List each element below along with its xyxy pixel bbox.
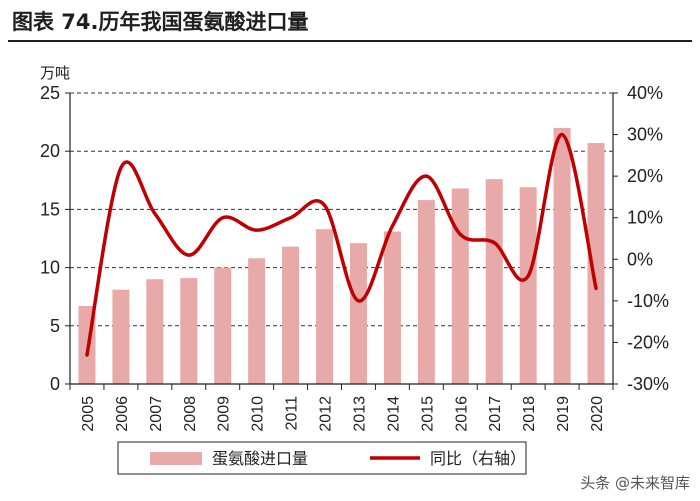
legend-line-label: 同比（右轴） (430, 449, 526, 468)
x-axis-ticks: 2005 2006 2007 2008 2009 2010 2011 2012 2013 2014… (80, 396, 606, 432)
x-tick-label: 2008 (182, 396, 199, 432)
bar (383, 231, 401, 384)
left-tick-label: 5 (50, 316, 60, 336)
x-tick-label: 2011 (284, 396, 301, 431)
x-tick-label: 2013 (351, 396, 368, 432)
left-tick-label: 10 (40, 258, 60, 278)
left-tick-label: 25 (40, 83, 60, 103)
x-tick-label: 2005 (80, 396, 97, 432)
x-tick-label: 2012 (318, 396, 335, 432)
bar (316, 229, 334, 384)
x-tick-label: 2014 (385, 396, 402, 432)
right-tick-label: 20% (627, 166, 663, 186)
legend-bar-label: 蛋氨酸进口量 (212, 449, 308, 468)
legend: 蛋氨酸进口量 同比（右轴） (117, 441, 527, 475)
right-tick-label: 30% (627, 125, 663, 145)
right-axis-ticks: -30% -20% -10% 0% 10% 20% 30% 40% (613, 83, 669, 394)
x-tick-label: 2007 (148, 396, 165, 432)
left-tick-label: 20 (40, 141, 60, 161)
left-axis-ticks: 0 5 10 15 20 25 (40, 83, 70, 394)
x-tick-label: 2015 (419, 396, 436, 432)
right-tick-label: 0% (627, 249, 653, 269)
x-tick-label: 2006 (114, 396, 131, 432)
watermark: 头条 @未来智库 (580, 474, 690, 492)
bar (519, 187, 537, 384)
left-tick-label: 0 (50, 374, 60, 394)
bar (485, 179, 503, 384)
bar (451, 188, 469, 384)
right-tick-label: 40% (627, 83, 663, 103)
bar (146, 279, 164, 384)
left-tick-label: 15 (40, 199, 60, 219)
x-tick-label: 2020 (589, 396, 606, 432)
axes (69, 93, 614, 390)
right-tick-label: -20% (627, 332, 669, 352)
line-path (85, 132, 598, 357)
x-tick-label: 2009 (216, 396, 233, 432)
x-tick-label: 2010 (250, 396, 267, 432)
right-tick-label: -10% (627, 291, 669, 311)
x-tick-label: 2017 (487, 396, 504, 432)
bar (180, 278, 198, 384)
right-tick-label: -30% (627, 374, 669, 394)
right-tick-label: 10% (627, 208, 663, 228)
x-tick-label: 2016 (453, 396, 470, 432)
bar (282, 246, 300, 384)
title-divider (8, 40, 692, 42)
bar-series (78, 127, 605, 385)
legend-bar-swatch (150, 452, 202, 465)
bar (248, 258, 266, 384)
x-tick-label: 2019 (555, 396, 572, 432)
x-tick-label: 2018 (521, 396, 538, 432)
bar (112, 289, 130, 384)
bar (349, 243, 367, 384)
left-axis-unit: 万吨 (40, 64, 70, 82)
bar (214, 267, 232, 384)
bar (553, 127, 571, 385)
bar (417, 200, 435, 384)
chart-title: 图表 74.历年我国蛋氨酸进口量 (12, 10, 309, 34)
bar (587, 143, 605, 384)
line-series (85, 132, 598, 357)
